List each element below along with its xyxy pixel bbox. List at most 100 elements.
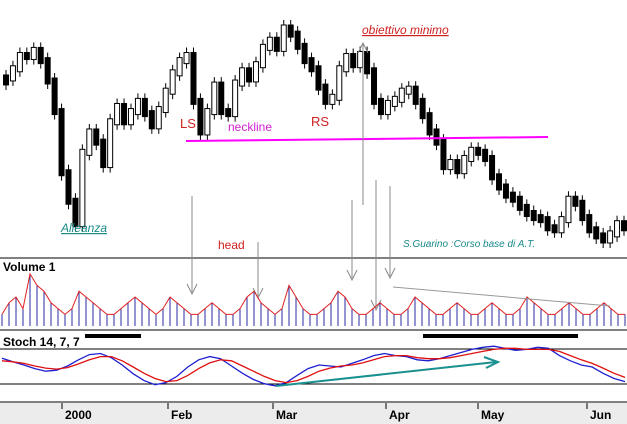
candle-body xyxy=(114,102,121,126)
candle-body xyxy=(44,57,51,85)
candle-body xyxy=(266,36,273,51)
head-label: head xyxy=(218,238,245,252)
candle-body xyxy=(496,173,503,191)
candle-body xyxy=(127,108,134,126)
stoch-title: Stoch 14, 7, 7 xyxy=(3,335,80,349)
candle-body xyxy=(412,85,419,105)
candle-body xyxy=(259,43,266,69)
candle-body xyxy=(197,97,204,136)
x-tick-label: Apr xyxy=(389,408,410,422)
candle-body xyxy=(384,99,391,116)
candle-body xyxy=(551,224,558,234)
candle-body xyxy=(273,36,280,52)
candle-body xyxy=(204,108,211,136)
candle-body xyxy=(343,53,350,73)
candle-body xyxy=(23,52,30,61)
candle-body xyxy=(252,61,259,83)
x-axis-band xyxy=(0,403,627,424)
left-shoulder-label: LS xyxy=(180,116,196,131)
candle-body xyxy=(141,97,148,118)
candle-body xyxy=(134,97,141,116)
candle-body xyxy=(162,87,169,114)
candle-body xyxy=(523,203,530,217)
divergence-arrow xyxy=(275,361,497,387)
credit-label: S.Guarino :Corso base di A.T. xyxy=(403,239,535,250)
x-tick-label: May xyxy=(481,408,505,422)
candle-body xyxy=(225,108,232,118)
candle-body xyxy=(239,67,246,87)
candle-body xyxy=(329,93,336,105)
candle-body xyxy=(357,51,364,69)
stoch-oversold-bar-left xyxy=(85,334,141,338)
candle-body xyxy=(322,83,329,105)
candle-body xyxy=(405,85,412,95)
x-axis: 2000 Feb Mar Apr May Jun xyxy=(61,403,611,422)
stoch-lines xyxy=(1,345,626,387)
candle-body xyxy=(218,81,225,116)
candle-body xyxy=(475,146,482,156)
candle-body xyxy=(287,24,294,38)
candle-body xyxy=(16,52,23,73)
candle-body xyxy=(176,57,183,77)
candle-body xyxy=(93,128,100,146)
arrow-ls-head xyxy=(186,283,198,296)
candle-body xyxy=(58,108,65,177)
candle-body xyxy=(502,183,509,199)
candle-body xyxy=(107,118,114,169)
target-label: obiettivo minimo xyxy=(362,23,449,37)
candle-body xyxy=(426,112,433,136)
candle-body xyxy=(121,102,128,126)
candle-body xyxy=(301,42,308,65)
candle-body xyxy=(155,106,162,130)
candle-body xyxy=(419,97,426,120)
candle-body xyxy=(440,138,447,171)
candle-body xyxy=(516,195,523,211)
arrow-rs3-head xyxy=(384,267,396,280)
candle-body xyxy=(308,57,315,73)
candle-body xyxy=(336,65,343,101)
x-tick-label: 2000 xyxy=(65,408,92,422)
candle-body xyxy=(72,197,79,228)
candle-body xyxy=(579,199,586,222)
candle-body xyxy=(461,154,468,175)
candle-body xyxy=(447,159,454,171)
candle-body xyxy=(280,24,287,52)
candle-body xyxy=(148,110,155,130)
x-tick-label: Feb xyxy=(171,408,192,422)
candle-body xyxy=(30,46,37,61)
candle-body xyxy=(607,230,614,244)
candle-body xyxy=(572,195,579,207)
candle-body xyxy=(183,52,190,65)
instrument-label: Alleanza xyxy=(60,221,107,235)
candle-body xyxy=(377,97,384,116)
candle-body xyxy=(86,128,93,156)
candle-body xyxy=(454,159,461,175)
candle-body xyxy=(169,69,176,95)
divergence-arrow-head xyxy=(483,356,501,369)
candle-body xyxy=(600,232,607,244)
candle-body xyxy=(586,214,593,234)
volume-title: Volume 1 xyxy=(3,260,56,274)
candle-body xyxy=(558,216,565,234)
candle-body xyxy=(593,226,600,240)
stoch-k-line xyxy=(1,345,626,387)
x-tick-label: Jun xyxy=(590,408,611,422)
right-shoulder-label: RS xyxy=(311,114,329,129)
candle-body xyxy=(530,210,537,222)
stoch-d-line xyxy=(1,347,626,384)
candle-body xyxy=(371,67,378,105)
x-tick-label: Mar xyxy=(276,408,298,422)
candle-body xyxy=(79,148,86,228)
neckline-line xyxy=(185,136,549,142)
candle-body xyxy=(37,46,44,65)
volume-bars xyxy=(1,272,626,326)
candle-body xyxy=(364,51,371,75)
candle-body xyxy=(211,81,218,116)
candle-body xyxy=(468,146,475,162)
candle-body xyxy=(621,220,627,232)
volume-trendline xyxy=(392,286,611,307)
candle-body xyxy=(544,216,551,232)
arrow-rs1-head xyxy=(346,269,358,282)
